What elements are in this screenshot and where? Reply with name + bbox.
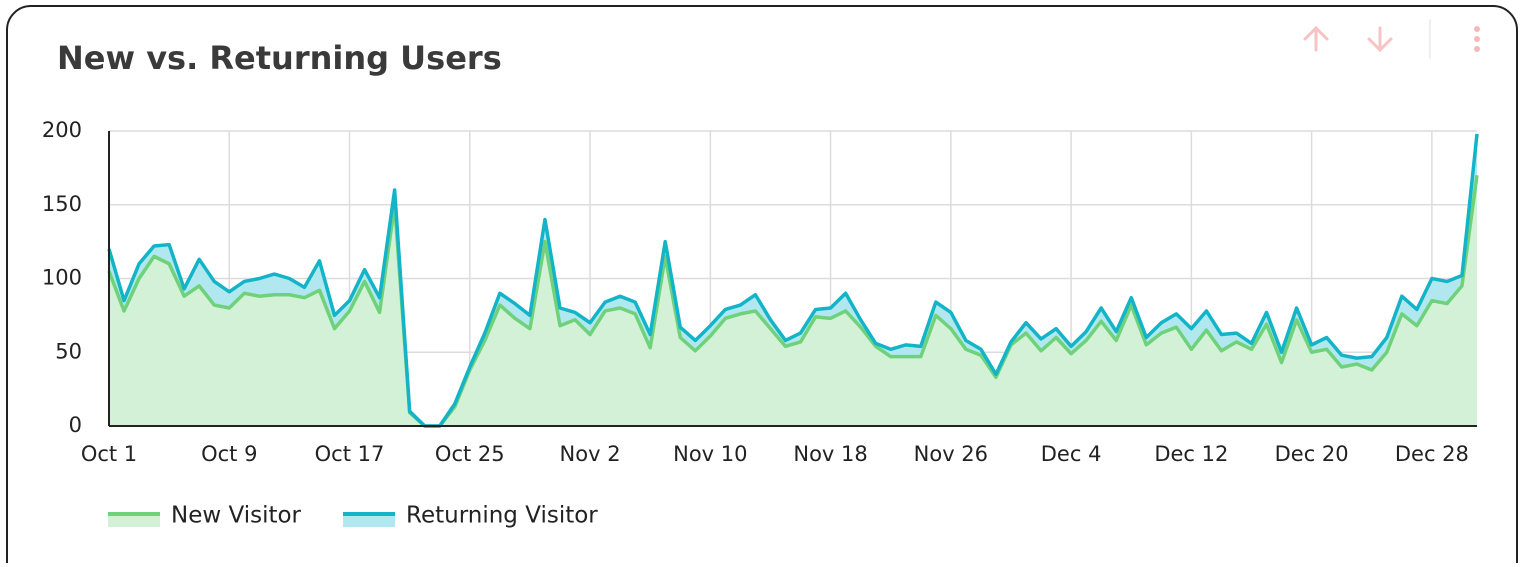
y-tick-label: 50 (55, 339, 82, 363)
x-tick-label: Oct 1 (81, 442, 137, 466)
y-tick-label: 150 (42, 192, 82, 216)
legend-swatch (108, 513, 160, 527)
card (6, 5, 1518, 567)
x-tick-label: Nov 2 (560, 442, 621, 466)
legend-swatch (343, 513, 396, 527)
legend-label: New Visitor (171, 503, 302, 529)
x-tick-label: Dec 4 (1041, 442, 1102, 466)
x-tick-label: Dec 12 (1154, 442, 1228, 466)
x-tick-label: Nov 26 (914, 442, 988, 466)
y-tick-label: 200 (42, 118, 82, 142)
x-tick-label: Dec 28 (1395, 442, 1469, 466)
x-tick-label: Nov 18 (793, 442, 867, 466)
line (107, 133, 1479, 428)
move-up-icon[interactable] (1303, 25, 1329, 52)
x-tick-label: Oct 9 (201, 442, 257, 466)
area (109, 175, 1477, 426)
y-tick-label: 100 (42, 266, 82, 290)
line (107, 175, 1479, 428)
chart-title: New vs. Returning Users (57, 39, 502, 77)
x-tick-label: Nov 10 (673, 442, 747, 466)
y-tick-label: 0 (69, 413, 82, 437)
x-tick-label: Dec 20 (1275, 442, 1349, 466)
x-tick-label: Oct 25 (435, 442, 505, 466)
legend-item: Returning Visitor (343, 503, 598, 529)
x-tick-label: Oct 17 (315, 442, 385, 466)
toolbar (1303, 19, 1480, 59)
move-down-icon[interactable] (1367, 26, 1393, 53)
legend-item: New Visitor (108, 503, 302, 529)
legend-label: Returning Visitor (406, 503, 598, 529)
menu-icon[interactable] (1474, 26, 1480, 52)
